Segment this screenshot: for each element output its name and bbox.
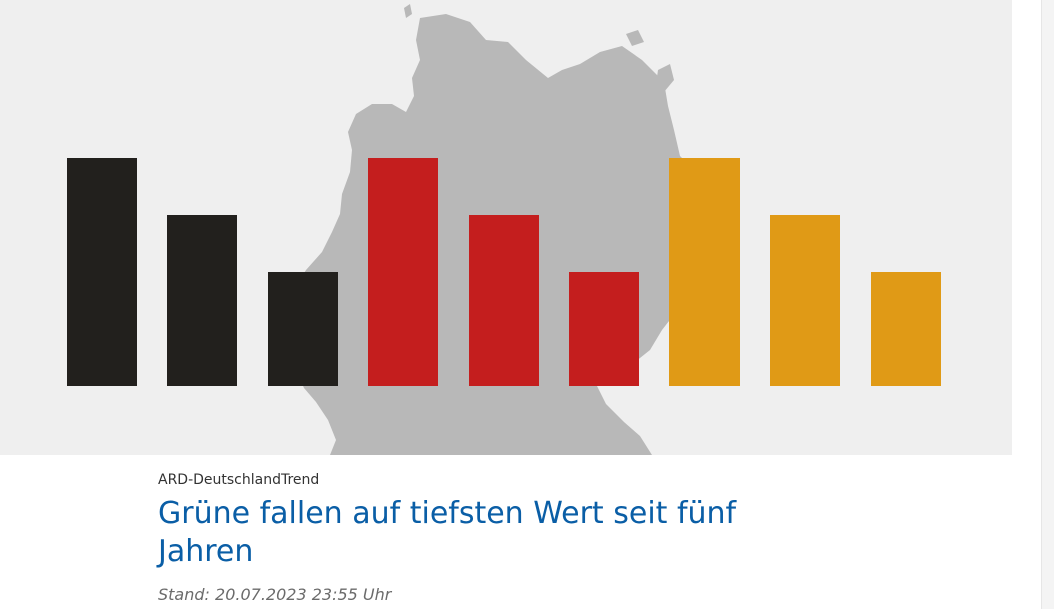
island-shape bbox=[404, 4, 412, 18]
bar-red-3 bbox=[569, 272, 639, 386]
article-timestamp: Stand: 20.07.2023 23:55 Uhr bbox=[158, 585, 392, 604]
bar-black-2 bbox=[167, 215, 237, 386]
scrollbar[interactable] bbox=[1041, 0, 1054, 609]
bar-black-3 bbox=[268, 272, 338, 386]
hero-image bbox=[0, 0, 1012, 455]
island-shape bbox=[656, 64, 674, 92]
bar-black-1 bbox=[67, 158, 137, 386]
article-headline[interactable]: Grüne fallen auf tiefsten Wert seit fünf… bbox=[158, 496, 737, 569]
article-topline: ARD-DeutschlandTrend bbox=[158, 472, 320, 488]
bar-red-2 bbox=[469, 215, 539, 386]
article-header: ARD-DeutschlandTrend Grüne fallen auf ti… bbox=[158, 471, 798, 605]
germany-map-bars-illustration bbox=[67, 4, 941, 455]
bar-gold-2 bbox=[770, 215, 840, 386]
bar-gold-1 bbox=[669, 158, 740, 386]
island-shape bbox=[626, 30, 644, 46]
bar-gold-3 bbox=[871, 272, 941, 386]
bar-red-1 bbox=[368, 158, 438, 386]
